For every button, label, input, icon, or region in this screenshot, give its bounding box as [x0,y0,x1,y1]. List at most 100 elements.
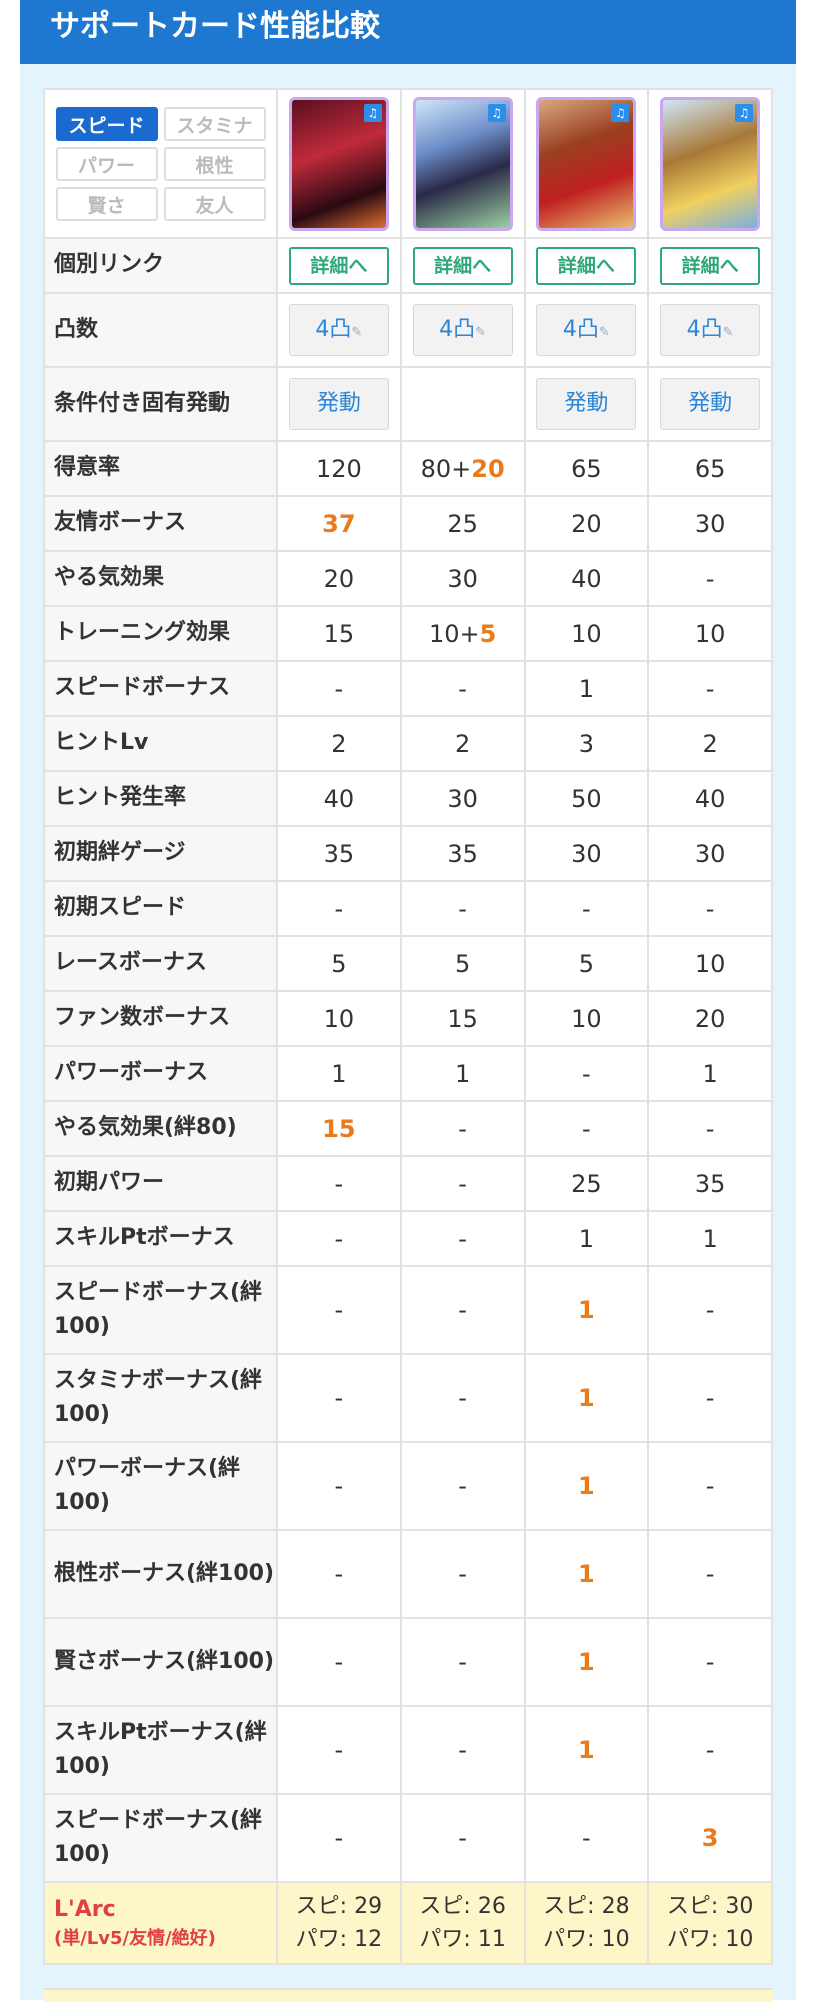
stat-value: 10+5 [399,605,526,662]
uncap-selector[interactable]: 4凸✎ [660,304,761,356]
uncap-selector[interactable]: 4凸✎ [288,304,389,356]
highlight-value: 1 [578,1472,595,1500]
scenario-conditions: (単/Lv5/友情/絶好) [54,1927,216,1949]
filter-wisdom[interactable]: 賢さ [55,186,158,221]
stat-value: 15 [399,990,526,1047]
row-label: 友情ボーナス [43,495,278,552]
footer-label: L'Arc (単/Lv5/友情/絶好) [43,1881,278,1965]
detail-link-button[interactable]: 詳細へ [412,246,513,285]
stat-value: 5 [523,935,650,992]
stat-row: スピードボーナス(絆100) - - - 3 [43,1793,773,1883]
pencil-icon: ✎ [722,325,734,340]
value-text: - [705,1648,715,1676]
highlight-value: 1 [578,1560,595,1588]
card-image[interactable]: ♫ [412,96,513,231]
card-image[interactable]: ♫ [288,96,389,231]
value-text: 30 [694,509,726,538]
stat-value: 1 [523,1705,650,1795]
row-label: スキルPtボーナス(絆100) [43,1705,278,1795]
stat-value: 20 [647,990,773,1047]
value-text: - [458,1224,467,1253]
value-text: - [582,1059,591,1088]
filter-friend[interactable]: 友人 [163,186,266,221]
stat-value: - [523,1045,650,1102]
footer-stat: スピ: 26 [419,1894,506,1919]
speed-type-icon: ♫ [487,103,506,122]
stat-value: - [399,1441,526,1531]
value-text: 15 [447,1004,478,1033]
uncap-selector[interactable]: 4凸✎ [412,304,513,356]
value-text: - [458,1169,467,1198]
stat-value: 120 [276,440,402,497]
stat-row: ヒント発生率 40 30 50 40 [43,770,773,827]
row-label: 初期パワー [43,1155,278,1212]
row-label: 凸数 [43,292,278,368]
value-text: - [334,1472,344,1500]
stat-value: 35 [647,1155,773,1212]
value-text: 35 [447,839,478,868]
value-text: - [458,1648,467,1676]
stat-value: 20 [276,550,402,607]
speed-type-icon: ♫ [363,103,382,122]
row-label: 初期絆ゲージ [43,825,278,882]
card-image[interactable]: ♫ [660,96,761,231]
row-label: トレーニング効果 [43,605,278,662]
stat-value: 1 [647,1045,773,1102]
uncap-selector[interactable]: 4凸✎ [536,304,637,356]
stat-row: 初期絆ゲージ 35 35 30 30 [43,825,773,882]
value-text: - [458,1384,467,1412]
stat-value: 10 [647,605,773,662]
stat-value: 30 [647,825,773,882]
stat-value: - [647,1265,773,1355]
row-label: パワーボーナス(絆100) [43,1441,278,1531]
highlight-value: 1 [578,1296,595,1324]
stat-value: - [647,550,773,607]
value-text: 30 [571,839,602,868]
value-text: - [458,1736,467,1764]
value-text: 2 [331,729,347,758]
filter-guts[interactable]: 根性 [163,146,266,181]
stat-value: 1 [523,1353,650,1443]
filter-stamina[interactable]: スタミナ [163,106,266,141]
footer-continuation [43,1988,773,2002]
stat-value: 3 [523,715,650,772]
detail-link-button[interactable]: 詳細へ [288,246,389,285]
filter-power[interactable]: パワー [55,146,158,181]
stat-value: - [276,1705,402,1795]
stat-value: 1 [523,1265,650,1355]
stat-value: 1 [523,1617,650,1707]
value-text: 10 [571,1004,602,1033]
value-text: - [582,1824,591,1852]
stat-value: - [399,880,526,937]
value-text: - [334,1560,344,1588]
trigger-button[interactable]: 発動 [536,378,637,430]
stat-value: - [399,1793,526,1883]
filter-speed[interactable]: スピード [55,106,158,141]
value-text: 3 [578,729,595,758]
value-text: - [458,1472,467,1500]
trigger-button[interactable]: 発動 [660,378,761,430]
trigger-button[interactable]: 発動 [288,378,389,430]
value-text: - [334,1736,344,1764]
row-label: ヒントLv [43,715,278,772]
stat-value: - [399,660,526,717]
stat-row: 得意率 120 80+20 65 65 [43,440,773,497]
highlight-value: 1 [578,1648,595,1676]
value-text: 65 [571,454,602,483]
value-text: - [334,1824,344,1852]
stat-value: - [523,1793,650,1883]
stat-value: 1 [399,1045,526,1102]
stat-value: - [276,1793,402,1883]
stat-value: - [276,1265,402,1355]
value-text: - [705,1472,715,1500]
stat-value: - [276,1210,402,1267]
comparison-table: スピード スタミナ パワー 根性 賢さ 友人 ♫ ♫ ♫ ♫ 個別リンク 詳細へ… [43,88,773,1965]
card-image[interactable]: ♫ [536,96,637,231]
detail-link-button[interactable]: 詳細へ [660,246,761,285]
stat-value: 50 [523,770,650,827]
value-text: 25 [571,1169,602,1198]
stat-value: - [276,1529,402,1619]
stat-row: レースボーナス 5 5 5 10 [43,935,773,992]
detail-link-button[interactable]: 詳細へ [536,246,637,285]
value-text: 10 [323,1004,355,1033]
